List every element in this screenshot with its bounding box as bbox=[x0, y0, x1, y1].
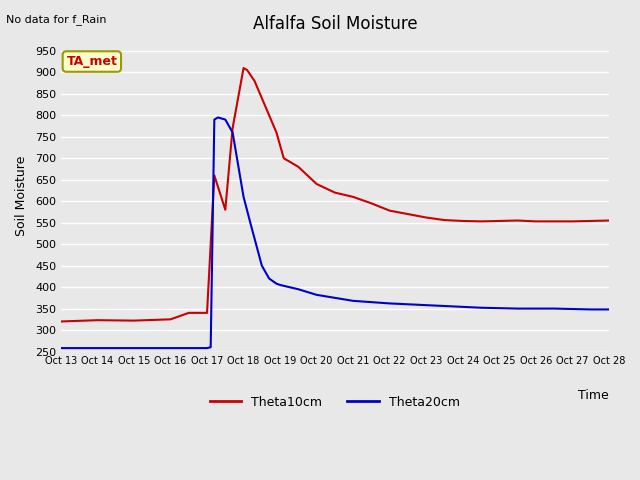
Title: Alfalfa Soil Moisture: Alfalfa Soil Moisture bbox=[253, 15, 417, 33]
Text: No data for f_Rain: No data for f_Rain bbox=[6, 14, 107, 25]
Legend: Theta10cm, Theta20cm: Theta10cm, Theta20cm bbox=[205, 391, 465, 414]
X-axis label: Time: Time bbox=[578, 389, 609, 402]
Y-axis label: Soil Moisture: Soil Moisture bbox=[15, 156, 28, 236]
Text: TA_met: TA_met bbox=[67, 55, 117, 68]
